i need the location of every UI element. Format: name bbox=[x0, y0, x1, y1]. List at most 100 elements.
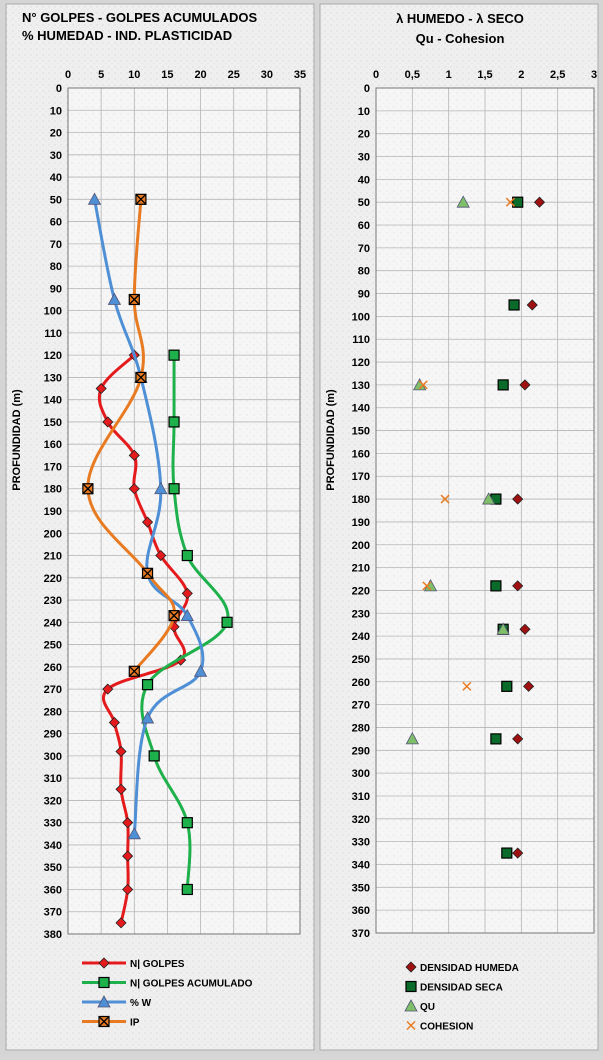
right-data-point bbox=[497, 379, 509, 391]
right-x-tick-label: 3 bbox=[591, 69, 597, 81]
right-y-tick-label: 30 bbox=[358, 152, 370, 164]
right-data-point bbox=[505, 197, 515, 207]
right-y-tick-label: 60 bbox=[358, 220, 370, 232]
right-data-point bbox=[462, 681, 472, 691]
left-data-point bbox=[141, 567, 154, 579]
right-legend-item: COHESION bbox=[406, 1020, 473, 1033]
left-data-point bbox=[95, 382, 107, 395]
left-y-tick-label: 120 bbox=[44, 350, 62, 362]
right-data-point bbox=[519, 623, 531, 635]
right-y-tick-label: 340 bbox=[352, 859, 370, 871]
left-legend-label: % W bbox=[130, 998, 152, 1009]
right-y-tick-label: 290 bbox=[352, 745, 370, 757]
left-series-1 bbox=[140, 349, 233, 896]
left-x-tick-label: 15 bbox=[161, 69, 173, 81]
right-data-point bbox=[405, 732, 420, 745]
right-y-tick-label: 210 bbox=[352, 563, 370, 575]
right-legend-marker bbox=[404, 999, 418, 1012]
right-y-tick-label: 260 bbox=[352, 677, 370, 689]
left-data-point bbox=[135, 371, 147, 384]
right-y-tick-label: 250 bbox=[352, 654, 370, 666]
left-data-point bbox=[128, 483, 140, 495]
left-y-tick-label: 200 bbox=[44, 528, 62, 540]
right-y-tick-label: 350 bbox=[352, 882, 370, 894]
right-title-line-1: λ HUMEDO - λ SECO bbox=[396, 11, 524, 26]
right-y-tick-label: 220 bbox=[352, 585, 370, 597]
left-y-tick-label: 130 bbox=[44, 372, 62, 384]
left-legend-marker bbox=[98, 957, 110, 969]
left-series-line bbox=[93, 199, 205, 834]
right-y-tick-label: 310 bbox=[352, 791, 370, 803]
right-data-point bbox=[523, 680, 535, 692]
left-y-tick-label: 350 bbox=[44, 862, 62, 874]
left-legend-item: IP bbox=[82, 1015, 140, 1029]
right-x-tick-label: 0 bbox=[373, 69, 379, 81]
left-data-point bbox=[115, 917, 127, 929]
left-y-tick-label: 220 bbox=[44, 573, 62, 585]
left-data-point bbox=[115, 783, 127, 795]
left-plot-border bbox=[67, 87, 301, 935]
right-y-tick-label: 150 bbox=[352, 426, 370, 438]
right-y-tick-label: 110 bbox=[352, 334, 370, 346]
left-y-tick-label: 70 bbox=[50, 239, 62, 251]
right-y-tick-label: 40 bbox=[358, 174, 370, 186]
right-data-point bbox=[501, 680, 513, 692]
right-legend-item: DENSIDAD HUMEDA bbox=[405, 961, 519, 974]
left-y-tick-label: 300 bbox=[44, 751, 62, 763]
left-y-tick-label: 20 bbox=[50, 128, 62, 140]
right-data-point bbox=[456, 195, 470, 208]
left-data-point bbox=[128, 449, 140, 461]
right-data-point bbox=[512, 580, 524, 592]
right-y-tick-label: 230 bbox=[352, 608, 370, 620]
left-y-tick-label: 180 bbox=[44, 484, 62, 496]
left-data-point bbox=[181, 817, 193, 829]
left-legend: N| GOLPES N| GOLPES ACUMULADO % W IP bbox=[82, 957, 253, 1029]
left-data-point bbox=[128, 665, 140, 677]
right-legend: DENSIDAD HUMEDA DENSIDAD SECA QU COHESION bbox=[404, 961, 519, 1033]
right-legend-label: COHESION bbox=[420, 1022, 473, 1033]
left-y-tick-label: 160 bbox=[44, 439, 62, 451]
left-y-tick-label: 270 bbox=[44, 684, 62, 696]
left-data-point bbox=[168, 483, 180, 495]
right-x-tick-label: 1,5 bbox=[477, 69, 492, 81]
left-y-tick-label: 80 bbox=[50, 261, 62, 273]
left-x-tick-label: 35 bbox=[294, 69, 306, 81]
left-y-tick-label: 320 bbox=[44, 795, 62, 807]
right-plot-border bbox=[375, 87, 595, 934]
right-data-point bbox=[519, 379, 531, 391]
left-data-point bbox=[108, 716, 120, 729]
right-y-tick-label: 280 bbox=[352, 722, 370, 734]
left-title-line-1: N° GOLPES - GOLPES ACUMULADOS bbox=[22, 10, 257, 25]
left-legend-label: N| GOLPES bbox=[130, 959, 185, 970]
left-y-tick-label: 290 bbox=[44, 729, 62, 741]
left-y-tick-label: 240 bbox=[44, 617, 62, 629]
left-x-tick-label: 20 bbox=[194, 69, 206, 81]
right-title-line-2: Qu - Cohesion bbox=[416, 31, 505, 46]
right-series-3 bbox=[418, 197, 515, 691]
right-y-tick-label: 240 bbox=[352, 631, 370, 643]
left-data-point bbox=[168, 416, 180, 428]
left-data-point bbox=[154, 481, 168, 495]
right-y-tick-label: 10 bbox=[358, 106, 370, 118]
right-y-tick-label: 80 bbox=[358, 266, 370, 278]
left-data-point bbox=[128, 293, 140, 306]
left-y-tick-label: 60 bbox=[50, 217, 62, 229]
right-data-point bbox=[496, 622, 510, 635]
right-legend-marker bbox=[405, 980, 417, 993]
left-y-tick-label: 40 bbox=[50, 172, 62, 184]
left-data-point bbox=[107, 292, 122, 305]
left-x-tick-label: 10 bbox=[128, 69, 140, 81]
right-data-point bbox=[490, 580, 502, 592]
left-data-point bbox=[193, 664, 208, 677]
right-y-tick-label: 190 bbox=[352, 517, 370, 529]
left-chart: 0102030405060708090100110120130140150160… bbox=[44, 69, 306, 941]
right-data-point bbox=[508, 299, 520, 311]
left-legend-marker bbox=[97, 995, 111, 1008]
left-data-point bbox=[155, 549, 167, 562]
right-y-tick-label: 170 bbox=[352, 471, 370, 483]
left-y-tick-label: 230 bbox=[44, 595, 62, 607]
right-x-tick-label: 0,5 bbox=[405, 69, 420, 81]
left-data-point bbox=[122, 883, 134, 896]
right-y-tick-label: 130 bbox=[352, 380, 370, 392]
